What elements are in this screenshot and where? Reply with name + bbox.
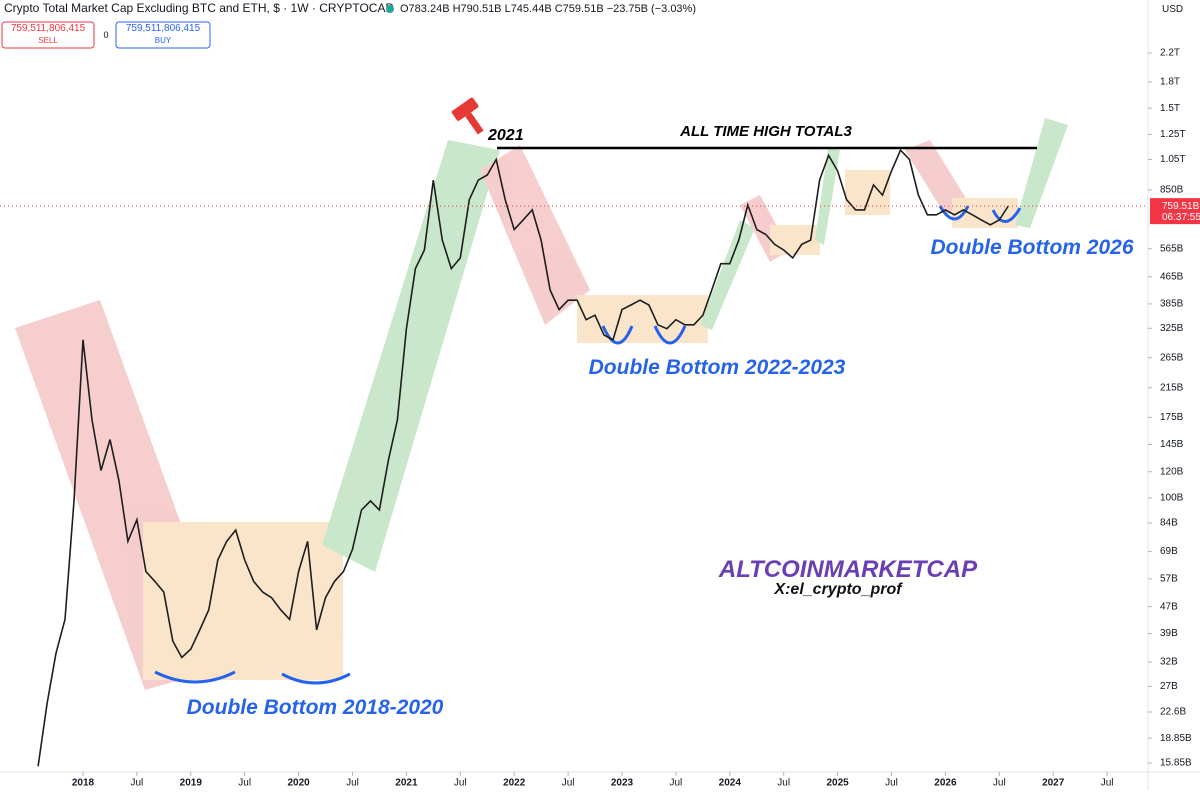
x-tick-label: Jul [777,778,790,789]
hammer-handle [465,112,484,135]
y-tick-label: 2.2T [1160,48,1180,59]
up-channel [322,140,500,572]
arc [281,672,351,685]
y-tick-label: 69B [1160,546,1178,557]
x-tick-label: Jul [993,778,1006,789]
hammer-icon [451,97,484,135]
plot: 2.2T 1.8T 1.5T 1.25T 1.05T 850B 565B 465B 385B 32… [0,48,1200,789]
y-tick-label: 27B [1160,681,1178,692]
x-tick-label: 2024 [719,778,742,789]
status-dot [386,5,394,13]
countdown: 06:37:55 [1162,212,1200,223]
x-tick-label: 2018 [72,778,95,789]
x-tick-label: 2020 [287,778,310,789]
symbol-title: Crypto Total Market Cap Excluding BTC an… [4,1,393,15]
y-tick-label: 1.8T [1160,77,1180,88]
arc [601,325,634,345]
x-tick-label: 2019 [180,778,203,789]
y-tick-label: 18.85B [1160,733,1192,744]
down-channel [905,140,970,215]
x-tick-label: 2026 [934,778,957,789]
sell-label: SELL [38,36,58,45]
y-tick-label: 1.5T [1160,103,1180,114]
buy-label: BUY [155,36,172,45]
x-tick-label: Jul [885,778,898,789]
price-line [37,148,1009,767]
range-box [577,295,708,343]
y-tick-label: 850B [1160,185,1184,196]
range-box [143,522,343,680]
y-tick-label: 100B [1160,493,1184,504]
arc [991,207,1022,223]
x-tick-label: 2021 [395,778,418,789]
y-tick-label: 47B [1160,601,1178,612]
x-tick-label: 2022 [503,778,526,789]
last-price-tag [1150,198,1200,225]
y-tick-label: 265B [1160,352,1184,363]
annotation: 2021 [487,127,524,144]
y-tick-label: 39B [1160,628,1178,639]
x-tick-label: Jul [562,778,575,789]
y-tick-label: 120B [1160,466,1184,477]
annotation: X:el_crypto_prof [773,581,903,598]
sell-button[interactable] [1,21,95,49]
annotation: Double Bottom 2022-2023 [589,356,846,379]
x-tick-label: Jul [670,778,683,789]
spread: 0 [103,30,108,40]
arc [653,325,687,345]
x-tick-label: 2027 [1042,778,1065,789]
x-tick-label: 2025 [826,778,849,789]
buy-price: 759,511,806,415 [126,23,201,34]
y-tick-label: 465B [1160,271,1184,282]
y-tick-label: 215B [1160,382,1184,393]
hammer-head [451,97,479,121]
x-tick-label: Jul [131,778,144,789]
y-tick-label: 175B [1160,412,1184,423]
arc [154,670,236,684]
annotation: ALL TIME HIGH TOTAL3 [679,123,852,140]
down-channel [480,145,590,325]
buy-button[interactable] [115,21,211,49]
up-channel [815,148,840,245]
annotation: ALTCOINMARKETCAP [718,556,978,583]
last-price-label: 759.51B [1162,201,1200,212]
x-tick-label: Jul [1101,778,1114,789]
currency[interactable]: USD [1162,4,1183,15]
annotation: Double Bottom 2026 [930,236,1133,259]
y-tick-label: 325B [1160,323,1184,334]
x-tick-label: Jul [238,778,251,789]
y-tick-label: 84B [1160,518,1178,529]
ohlc: O783.24B H790.51B L745.44B C759.51B −23.… [400,3,696,15]
arc [938,205,970,221]
x-tick-label: Jul [454,778,467,789]
x-tick-label: Jul [346,778,359,789]
y-tick-label: 145B [1160,439,1184,450]
y-tick-label: 565B [1160,243,1184,254]
up-channel [700,220,755,330]
down-channel [15,300,232,690]
sell-price: 759,511,806,415 [11,23,86,34]
bottom-arcs [154,205,1022,685]
y-tick-label: 385B [1160,299,1184,310]
y-tick-label: 15.85B [1160,758,1192,769]
y-tick-label: 32B [1160,657,1178,668]
y-tick-label: 1.25T [1160,129,1186,140]
y-tick-label: 1.05T [1160,154,1186,165]
x-tick-label: 2023 [611,778,634,789]
annotation: Double Bottom 2018-2020 [187,696,444,719]
y-tick-label: 22.6B [1160,707,1186,718]
y-tick-label: 57B [1160,574,1178,585]
up-channel [1015,118,1068,228]
